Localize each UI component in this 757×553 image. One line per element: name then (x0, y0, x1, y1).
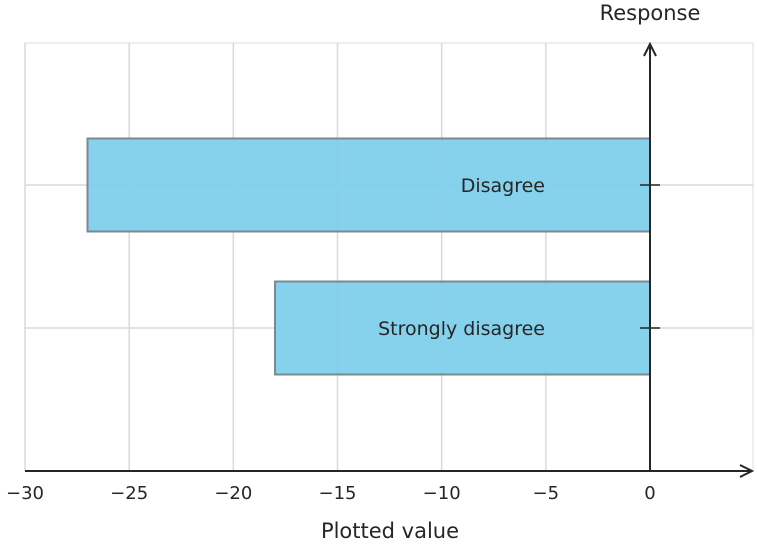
x-axis-arrow-icon (739, 464, 755, 478)
bar (86, 137, 651, 233)
bar-label: Disagree (461, 175, 545, 197)
plot-area (24, 42, 754, 472)
x-tick-label: −25 (110, 483, 148, 504)
bar-label: Strongly disagree (378, 318, 545, 340)
bar-labels: Disagree Strongly disagree (378, 175, 545, 340)
x-tick-label: −10 (423, 483, 461, 504)
bars (86, 137, 651, 376)
x-tick-label: 0 (644, 483, 655, 504)
axes (25, 41, 755, 478)
x-tick-label: −15 (319, 483, 357, 504)
x-tick-label: −30 (6, 483, 44, 504)
x-tick-label: −20 (214, 483, 252, 504)
y-axis-title: Response (600, 1, 701, 25)
x-tick-label: −5 (533, 483, 560, 504)
tick-labels: −30 −25 −20 −15 −10 −5 0 (6, 483, 656, 504)
x-axis-title: Plotted value (321, 519, 459, 543)
bar (274, 280, 651, 376)
y-axis-arrow-icon (643, 41, 657, 57)
